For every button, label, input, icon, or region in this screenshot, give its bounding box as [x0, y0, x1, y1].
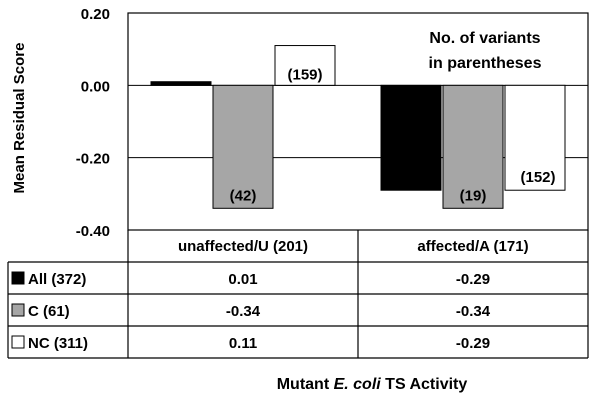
bar-count-label-0-2: (159) — [287, 66, 322, 83]
bar-count-label-0-1: (42) — [230, 187, 257, 204]
table-value-2-1: -0.29 — [456, 335, 490, 352]
table-value-1-0: -0.34 — [226, 303, 261, 320]
bar-1-1 — [442, 84, 504, 209]
annotation-line-2: in parentheses — [429, 55, 542, 72]
table-value-2-0: 0.11 — [229, 335, 257, 352]
legend-label-2: NC (311) — [28, 335, 88, 352]
legend-label-0: All (372) — [28, 271, 86, 288]
legend-label-1: C (61) — [28, 303, 70, 320]
category-label-0: unaffected/U (201) — [178, 238, 308, 255]
bar-count-label-1-1: (19) — [460, 187, 487, 204]
x-axis-label-part-1: Mutant — [277, 376, 334, 393]
legend-swatch-2 — [11, 335, 25, 349]
legend-swatch-0 — [11, 271, 25, 285]
x-axis-label: Mutant E. coli TS Activity — [277, 376, 468, 393]
y-axis-label: Mean Residual Score — [11, 43, 28, 194]
annotation-line-1: No. of variants — [429, 30, 540, 47]
bar-0-2 — [274, 45, 336, 86]
bar-count-label-1-2: (152) — [520, 169, 555, 186]
bar-1-2 — [504, 84, 566, 191]
y-tick-label-0: 0.20 — [81, 6, 110, 23]
y-tick-label-3: -0.40 — [76, 223, 110, 240]
bar-0-1 — [212, 84, 274, 209]
x-axis-label-part-2: E. coli — [334, 376, 382, 393]
category-label-1: affected/A (171) — [417, 238, 528, 255]
x-axis-label-part-3: TS Activity — [381, 376, 468, 393]
bar-0-0 — [150, 81, 212, 86]
bar-1-0 — [380, 84, 442, 191]
bars: (42) (159) (19) (152) — [150, 45, 566, 209]
legend-swatch-1 — [11, 303, 25, 317]
y-tick-label-1: 0.00 — [81, 78, 110, 95]
y-axis-ticks: 0.20 0.00 -0.20 -0.40 — [76, 6, 110, 240]
data-table: unaffected/U (201) affected/A (171) All (3… — [7, 230, 589, 359]
y-tick-label-2: -0.20 — [76, 151, 110, 168]
table-value-0-1: -0.29 — [456, 271, 490, 288]
table-value-1-1: -0.34 — [456, 303, 491, 320]
table-value-0-0: 0.01 — [228, 271, 257, 288]
